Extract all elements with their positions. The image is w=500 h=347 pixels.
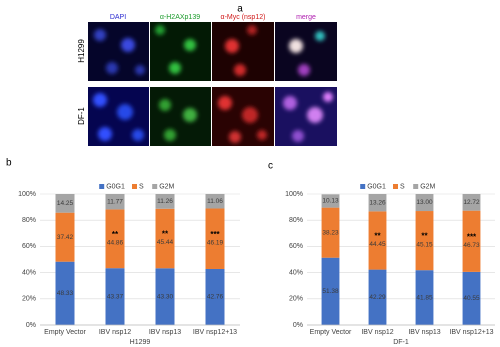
data-label: 42.29 bbox=[369, 294, 386, 301]
bar-segment bbox=[462, 210, 481, 272]
x-tick-label: IBV nsp13 bbox=[149, 329, 181, 336]
data-label: 44.86 bbox=[107, 240, 124, 247]
bar-segment bbox=[155, 208, 175, 269]
legend-label: G2M bbox=[159, 183, 174, 190]
x-tick-label: IBV nsp13 bbox=[408, 329, 440, 336]
data-label: 38.23 bbox=[322, 229, 339, 236]
bar-segment bbox=[368, 211, 387, 270]
column-header: α-H2AXp139 bbox=[160, 14, 200, 21]
column-header: DAPI bbox=[110, 14, 126, 21]
row-label: H1299 bbox=[77, 39, 86, 63]
bar-segment bbox=[205, 268, 225, 325]
data-label: 45.44 bbox=[157, 239, 174, 246]
data-label: 11.26 bbox=[157, 198, 173, 205]
legend-swatch bbox=[393, 184, 398, 189]
bar-segment bbox=[155, 268, 175, 325]
legend-label: G0G1 bbox=[367, 183, 386, 190]
legend-label: S bbox=[139, 183, 144, 190]
x-tick-label: Empty Vector bbox=[310, 329, 352, 336]
y-tick-label: 20% bbox=[289, 296, 303, 303]
data-label: 46.73 bbox=[463, 242, 480, 249]
legend-label: S bbox=[400, 183, 405, 190]
significance: ** bbox=[374, 232, 381, 241]
x-tick-label: Empty Vector bbox=[44, 329, 86, 336]
data-label: 51.38 bbox=[322, 288, 339, 295]
legend-swatch bbox=[360, 184, 366, 189]
x-axis-title: H1299 bbox=[130, 339, 151, 346]
bar-segment bbox=[205, 193, 225, 209]
data-label: 40.55 bbox=[463, 295, 480, 302]
y-tick-label: 80% bbox=[289, 217, 303, 224]
bar-segment bbox=[415, 194, 434, 212]
x-tick-label: IBV nsp12+13 bbox=[193, 329, 237, 336]
data-label: 11.06 bbox=[207, 198, 223, 205]
x-tick-label: IBV nsp12+13 bbox=[449, 329, 493, 336]
bar-segment bbox=[55, 261, 75, 325]
data-label: 48.33 bbox=[57, 290, 74, 297]
column-header: merge bbox=[296, 14, 316, 21]
significance: ** bbox=[112, 230, 119, 239]
data-label: 43.30 bbox=[157, 293, 174, 300]
bar-segment bbox=[368, 269, 387, 325]
x-tick-label: IBV nsp12 bbox=[99, 329, 131, 336]
significance: ** bbox=[421, 232, 428, 241]
bar-segment bbox=[321, 257, 340, 325]
data-label: 46.19 bbox=[207, 239, 224, 246]
y-tick-label: 60% bbox=[22, 243, 36, 250]
bar-segment bbox=[55, 194, 75, 213]
legend-swatch bbox=[99, 184, 105, 189]
data-label: 11.77 bbox=[107, 198, 123, 205]
data-label: 12.72 bbox=[463, 199, 480, 206]
data-label: 42.76 bbox=[207, 294, 224, 301]
significance: ** bbox=[162, 230, 169, 239]
bar-segment bbox=[415, 270, 434, 325]
bar-segment bbox=[321, 207, 340, 258]
column-header: α-Myc (nsp12) bbox=[221, 14, 266, 21]
bar-segment bbox=[105, 194, 125, 210]
y-tick-label: 40% bbox=[289, 269, 303, 276]
significance: *** bbox=[467, 232, 477, 241]
bar-segment bbox=[462, 271, 481, 325]
data-label: 41.85 bbox=[416, 294, 433, 301]
y-tick-label: 100% bbox=[18, 191, 36, 198]
data-label: 13.00 bbox=[416, 199, 433, 206]
significance: *** bbox=[210, 230, 220, 239]
y-tick-label: 40% bbox=[22, 269, 36, 276]
legend-swatch bbox=[132, 184, 137, 189]
y-tick-label: 0% bbox=[293, 322, 303, 329]
y-tick-label: 60% bbox=[289, 243, 303, 250]
micrographs bbox=[88, 22, 337, 146]
bar-segment bbox=[462, 194, 481, 211]
x-tick-label: IBV nsp12 bbox=[361, 329, 393, 336]
data-label: 44.45 bbox=[369, 241, 386, 248]
bar-segment bbox=[321, 194, 340, 208]
data-label: 10.13 bbox=[322, 198, 339, 205]
bar-segment bbox=[415, 211, 434, 271]
legend-label: G0G1 bbox=[106, 183, 125, 190]
panel-label: c bbox=[268, 161, 273, 172]
data-label: 37.42 bbox=[57, 234, 74, 241]
x-axis-title: DF-1 bbox=[393, 339, 409, 346]
legend-swatch bbox=[152, 184, 158, 189]
legend-swatch bbox=[413, 184, 419, 189]
bar-segment bbox=[55, 212, 75, 262]
bar-segment bbox=[155, 194, 175, 209]
legend-label: G2M bbox=[420, 183, 435, 190]
panel-label: b bbox=[6, 158, 12, 169]
data-label: 43.37 bbox=[107, 293, 124, 300]
y-tick-label: 80% bbox=[22, 217, 36, 224]
y-tick-label: 0% bbox=[26, 322, 36, 329]
data-label: 14.25 bbox=[57, 200, 74, 207]
panel-label: a bbox=[237, 4, 243, 15]
bar-segment bbox=[368, 194, 387, 212]
data-label: 13.26 bbox=[369, 199, 386, 206]
data-label: 45.15 bbox=[416, 241, 433, 248]
row-label: DF-1 bbox=[77, 107, 86, 125]
y-tick-label: 100% bbox=[285, 191, 303, 198]
bar-segment bbox=[105, 268, 125, 325]
bar-segment bbox=[105, 209, 125, 269]
y-tick-label: 20% bbox=[22, 296, 36, 303]
bar-segment bbox=[205, 208, 225, 269]
